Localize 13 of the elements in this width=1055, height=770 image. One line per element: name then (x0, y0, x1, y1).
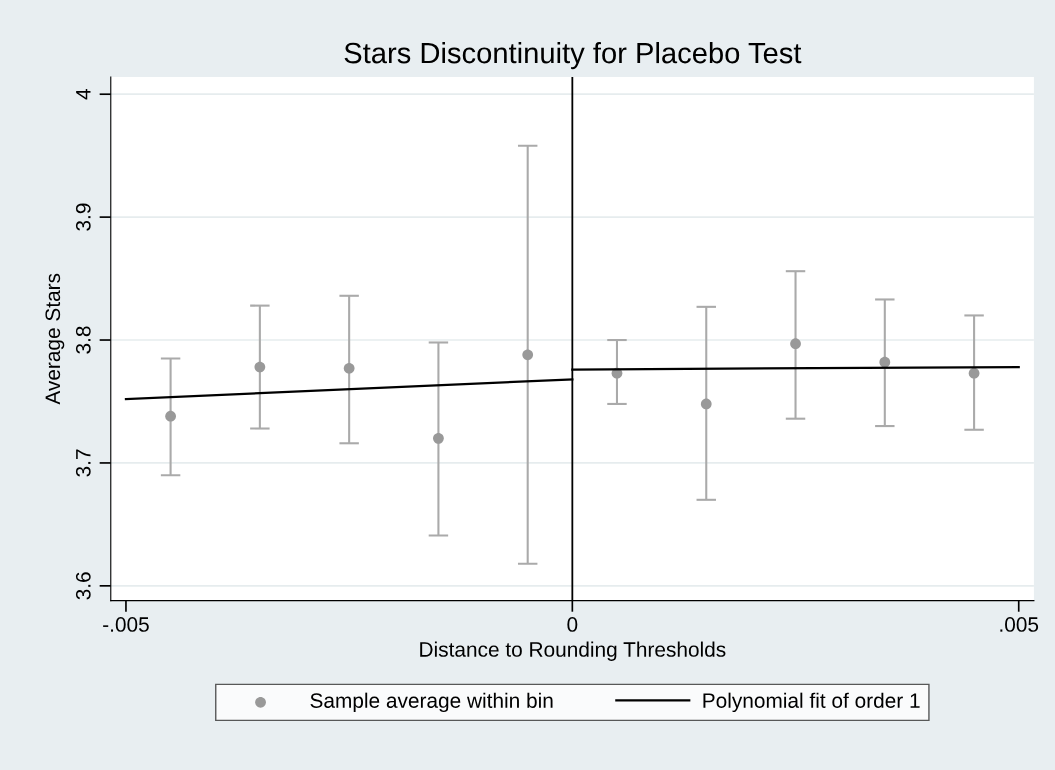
legend-label: Polynomial fit of order 1 (703, 692, 920, 713)
x-tick-label: 0 (567, 617, 578, 632)
y-axis-title: Average Stars (45, 273, 65, 405)
x-tick-label: .005 (1000, 617, 1039, 632)
chart-title: Stars Discontinuity for Placebo Test (344, 41, 802, 70)
y-tick-label: 3.8 (75, 326, 91, 354)
x-tick-label: -.005 (103, 617, 149, 632)
y-tick-label: 3.7 (75, 449, 91, 477)
x-axis-title: Distance to Rounding Thresholds (420, 641, 726, 661)
y-tick-label: 3.9 (75, 203, 91, 231)
y-tick-label: 4 (76, 89, 91, 100)
legend-label: Sample average within bin (310, 692, 553, 713)
y-tick-label: 3.6 (75, 572, 91, 600)
